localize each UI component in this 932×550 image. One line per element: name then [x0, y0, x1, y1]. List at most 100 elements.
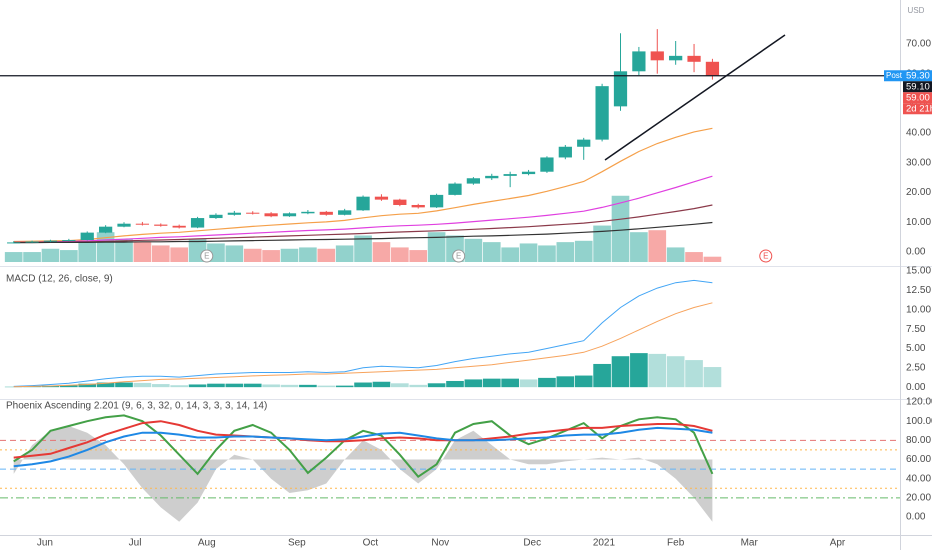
layer-back: [0, 195, 900, 522]
macd-histogram-bar: [96, 382, 115, 388]
candle-body: [319, 211, 333, 215]
y-tick-label: 0.00: [906, 382, 926, 393]
y-tick-label: 30.00: [906, 157, 931, 168]
macd-histogram-bar: [409, 384, 428, 388]
candle-body: [521, 171, 536, 175]
price-tag-label: Post: [886, 71, 903, 80]
y-tick-label: 0.00: [906, 247, 926, 258]
volume-bar: [574, 240, 593, 262]
volume-bar: [335, 245, 354, 262]
macd-histogram-bar: [446, 380, 464, 388]
volume-bar: [666, 247, 685, 262]
candle-body: [227, 212, 241, 215]
earnings-marker: [452, 249, 466, 263]
oscillator-line: [13, 420, 713, 459]
earnings-label: E: [456, 252, 461, 261]
candle-body: [411, 204, 425, 208]
volume-bar: [170, 247, 188, 262]
trend-line: [604, 34, 786, 161]
y-tick-label: 80.00: [906, 435, 931, 446]
oscillator-line: [13, 426, 713, 468]
macd-line: [13, 279, 713, 387]
price-tag-value: 59.00: [906, 92, 930, 103]
moving-average-line: [13, 204, 713, 243]
macd-histogram-bar: [703, 367, 722, 388]
y-tick-label: 40.00: [906, 128, 931, 139]
macd-histogram-bar: [464, 379, 483, 388]
price-tag-value: 59.30: [906, 70, 930, 81]
moving-average-line: [13, 127, 713, 243]
macd-histogram-bar: [115, 382, 133, 388]
volume-bar: [4, 252, 23, 262]
volume-bar: [78, 242, 97, 262]
macd-histogram-bar: [60, 385, 78, 388]
candle-body: [43, 240, 58, 242]
volume-bar: [685, 252, 703, 262]
macd-histogram-bar: [666, 356, 685, 388]
macd-histogram-bar: [593, 363, 611, 388]
candle-body: [374, 196, 389, 200]
layer-front: Jun Jul Aug Sep Oct Nov Dec 2021 Feb Mar Apr 0.00 10…: [0, 39, 932, 549]
y-tick-label: 120.00: [906, 397, 932, 408]
volume-bar: [280, 248, 299, 262]
y-tick-label: 60.00: [906, 454, 931, 465]
candle-body: [669, 55, 683, 61]
volume-bar: [648, 230, 667, 262]
candle-body: [264, 213, 278, 217]
layer-main: [7, 29, 720, 479]
macd-histogram-bar: [648, 353, 667, 388]
macd-histogram-bar: [685, 360, 703, 388]
y-tick-label: 0.00: [906, 512, 926, 523]
volume-bar: [391, 247, 409, 262]
macd-histogram-bar: [225, 383, 244, 388]
y-tick-label: 10.00: [906, 217, 931, 228]
earnings-label: E: [763, 252, 768, 261]
macd-histogram-bar: [335, 385, 354, 388]
macd-histogram-bar: [391, 383, 409, 388]
x-tick-label: Dec: [523, 538, 541, 549]
candle-body: [135, 223, 150, 225]
x-tick-label: Feb: [667, 538, 685, 549]
candle-body: [485, 175, 499, 179]
volume-bar: [225, 245, 244, 262]
volume-bar: [299, 247, 317, 262]
candle-body: [117, 223, 131, 227]
volume-bar: [41, 248, 60, 262]
earnings-marker: [759, 249, 773, 263]
macd-histogram-bar: [188, 384, 207, 388]
candle-body: [62, 240, 76, 242]
volume-bar: [409, 250, 428, 262]
candle-body: [632, 51, 646, 72]
x-tick-label: Mar: [741, 538, 759, 549]
moving-average-line: [13, 175, 713, 243]
volume-bar: [611, 195, 630, 262]
volume-bar: [427, 232, 446, 262]
candle-body: [209, 214, 223, 219]
macd-histogram-bar: [427, 383, 446, 388]
macd-histogram-bar: [280, 384, 299, 388]
candle-body: [613, 71, 628, 107]
candle-body: [448, 183, 462, 195]
candle-body: [99, 226, 113, 233]
macd-histogram-bar: [630, 353, 648, 388]
y-tick-label: 15.00: [906, 266, 931, 277]
volume-bar: [317, 248, 336, 262]
candle-body: [540, 157, 554, 172]
macd-histogram-bar: [207, 383, 225, 388]
pane-title: MACD (12, 26, close, 9): [6, 274, 113, 285]
x-tick-label: Oct: [363, 538, 379, 549]
candle-body: [650, 51, 664, 61]
candle-body: [154, 224, 168, 226]
pane-title: Phoenix Ascending 2.201 (9, 6, 3, 32, 0,…: [6, 401, 267, 412]
price-tag-box: [903, 92, 932, 104]
x-tick-label: 2021: [593, 538, 616, 549]
x-tick-label: Jun: [37, 538, 53, 549]
candle-body: [246, 212, 260, 214]
x-tick-label: Jul: [129, 538, 142, 549]
moving-average-line: [13, 221, 713, 244]
price-tag-label-box: [884, 70, 903, 82]
macd-histogram-bar: [611, 356, 630, 388]
price-tag-box: [903, 103, 932, 115]
price-tag-value: 59.10: [906, 81, 930, 92]
macd-histogram-bar: [243, 383, 262, 388]
